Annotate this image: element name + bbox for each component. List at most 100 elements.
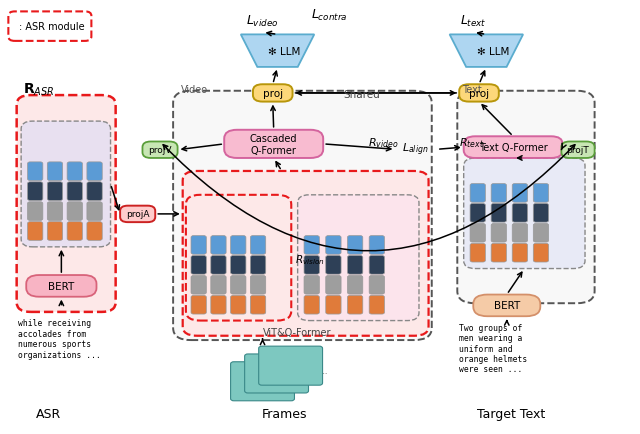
FancyBboxPatch shape <box>533 204 548 223</box>
Text: $\mathbf{R}_{ASR}$: $\mathbf{R}_{ASR}$ <box>23 82 54 98</box>
FancyBboxPatch shape <box>512 244 527 263</box>
FancyBboxPatch shape <box>67 162 83 181</box>
FancyBboxPatch shape <box>191 236 206 255</box>
FancyBboxPatch shape <box>298 195 419 321</box>
FancyBboxPatch shape <box>47 202 63 221</box>
FancyBboxPatch shape <box>533 244 548 263</box>
FancyBboxPatch shape <box>230 296 246 314</box>
FancyBboxPatch shape <box>224 131 323 158</box>
Text: projA: projA <box>126 210 149 219</box>
Text: proj: proj <box>262 89 283 99</box>
Text: $\mathit{L_{text}}$: $\mathit{L_{text}}$ <box>460 14 486 29</box>
Text: $\mathit{L_{align}}$: $\mathit{L_{align}}$ <box>402 142 428 158</box>
FancyBboxPatch shape <box>460 85 499 102</box>
FancyBboxPatch shape <box>326 236 341 255</box>
Text: ✻ LLM: ✻ LLM <box>477 46 509 56</box>
Text: Cascaded
Q-Former: Cascaded Q-Former <box>250 134 298 155</box>
FancyBboxPatch shape <box>230 276 246 294</box>
Text: while receiving
accolades from
numerous sports
organizations ...: while receiving accolades from numerous … <box>18 319 101 359</box>
FancyBboxPatch shape <box>28 222 43 241</box>
FancyBboxPatch shape <box>26 276 97 297</box>
FancyBboxPatch shape <box>182 171 429 336</box>
FancyBboxPatch shape <box>369 256 385 275</box>
FancyBboxPatch shape <box>304 296 319 314</box>
FancyBboxPatch shape <box>304 256 319 275</box>
Text: projV: projV <box>148 146 172 155</box>
Text: $R_{text}$: $R_{text}$ <box>460 136 484 150</box>
FancyBboxPatch shape <box>369 296 385 314</box>
Text: $R_{vision}$: $R_{vision}$ <box>296 253 325 267</box>
FancyBboxPatch shape <box>173 92 432 340</box>
FancyBboxPatch shape <box>348 276 363 294</box>
FancyBboxPatch shape <box>253 85 292 102</box>
Text: proj: proj <box>469 89 489 99</box>
Text: projT: projT <box>566 146 589 155</box>
FancyBboxPatch shape <box>186 195 291 321</box>
FancyBboxPatch shape <box>211 296 226 314</box>
FancyBboxPatch shape <box>87 202 102 221</box>
FancyBboxPatch shape <box>191 276 206 294</box>
FancyBboxPatch shape <box>458 92 595 303</box>
FancyBboxPatch shape <box>211 256 226 275</box>
Text: BERT: BERT <box>48 281 74 291</box>
FancyBboxPatch shape <box>491 244 506 263</box>
Text: Text: Text <box>463 85 482 95</box>
Text: Video: Video <box>181 85 209 95</box>
FancyBboxPatch shape <box>491 184 506 203</box>
FancyBboxPatch shape <box>120 206 156 223</box>
FancyBboxPatch shape <box>47 222 63 241</box>
FancyBboxPatch shape <box>464 158 585 269</box>
Text: Two groups of
men wearing a
uniform and
orange helmets
were seen ...: Two groups of men wearing a uniform and … <box>460 323 527 374</box>
FancyBboxPatch shape <box>230 256 246 275</box>
FancyBboxPatch shape <box>67 222 83 241</box>
FancyBboxPatch shape <box>369 236 385 255</box>
Text: $R_{video}$: $R_{video}$ <box>368 136 399 150</box>
FancyBboxPatch shape <box>470 244 485 263</box>
FancyBboxPatch shape <box>230 362 294 401</box>
FancyBboxPatch shape <box>250 296 266 314</box>
FancyBboxPatch shape <box>512 204 527 223</box>
FancyBboxPatch shape <box>8 13 92 42</box>
Text: ✻ LLM: ✻ LLM <box>268 46 300 56</box>
FancyBboxPatch shape <box>28 202 43 221</box>
FancyBboxPatch shape <box>473 295 540 316</box>
FancyBboxPatch shape <box>470 224 485 243</box>
FancyBboxPatch shape <box>87 222 102 241</box>
FancyBboxPatch shape <box>28 182 43 201</box>
Text: ViT&Q-Former: ViT&Q-Former <box>264 327 332 337</box>
FancyBboxPatch shape <box>491 224 506 243</box>
FancyBboxPatch shape <box>143 142 177 158</box>
Text: Frames: Frames <box>262 408 308 420</box>
FancyBboxPatch shape <box>348 236 363 255</box>
FancyBboxPatch shape <box>326 296 341 314</box>
FancyBboxPatch shape <box>464 137 563 158</box>
Text: BERT: BERT <box>493 301 520 311</box>
FancyBboxPatch shape <box>304 236 319 255</box>
FancyBboxPatch shape <box>17 96 116 312</box>
FancyBboxPatch shape <box>512 184 527 203</box>
FancyBboxPatch shape <box>67 202 83 221</box>
FancyBboxPatch shape <box>191 296 206 314</box>
FancyBboxPatch shape <box>87 162 102 181</box>
Text: Shared: Shared <box>343 90 380 100</box>
FancyBboxPatch shape <box>533 184 548 203</box>
FancyBboxPatch shape <box>304 276 319 294</box>
Text: : ASR module: : ASR module <box>19 22 84 32</box>
FancyBboxPatch shape <box>21 122 111 247</box>
FancyBboxPatch shape <box>326 256 341 275</box>
FancyBboxPatch shape <box>47 182 63 201</box>
FancyBboxPatch shape <box>250 276 266 294</box>
FancyBboxPatch shape <box>533 224 548 243</box>
Text: $\mathit{L_{contra}}$: $\mathit{L_{contra}}$ <box>311 8 348 23</box>
FancyBboxPatch shape <box>47 162 63 181</box>
FancyBboxPatch shape <box>250 256 266 275</box>
FancyBboxPatch shape <box>470 184 485 203</box>
Text: ......: ...... <box>314 366 328 375</box>
FancyBboxPatch shape <box>230 236 246 255</box>
FancyBboxPatch shape <box>244 354 308 393</box>
FancyBboxPatch shape <box>491 204 506 223</box>
FancyBboxPatch shape <box>512 224 527 243</box>
Text: $\mathit{L_{video}}$: $\mathit{L_{video}}$ <box>246 14 279 29</box>
Text: Target Text: Target Text <box>477 408 546 420</box>
FancyBboxPatch shape <box>28 162 43 181</box>
